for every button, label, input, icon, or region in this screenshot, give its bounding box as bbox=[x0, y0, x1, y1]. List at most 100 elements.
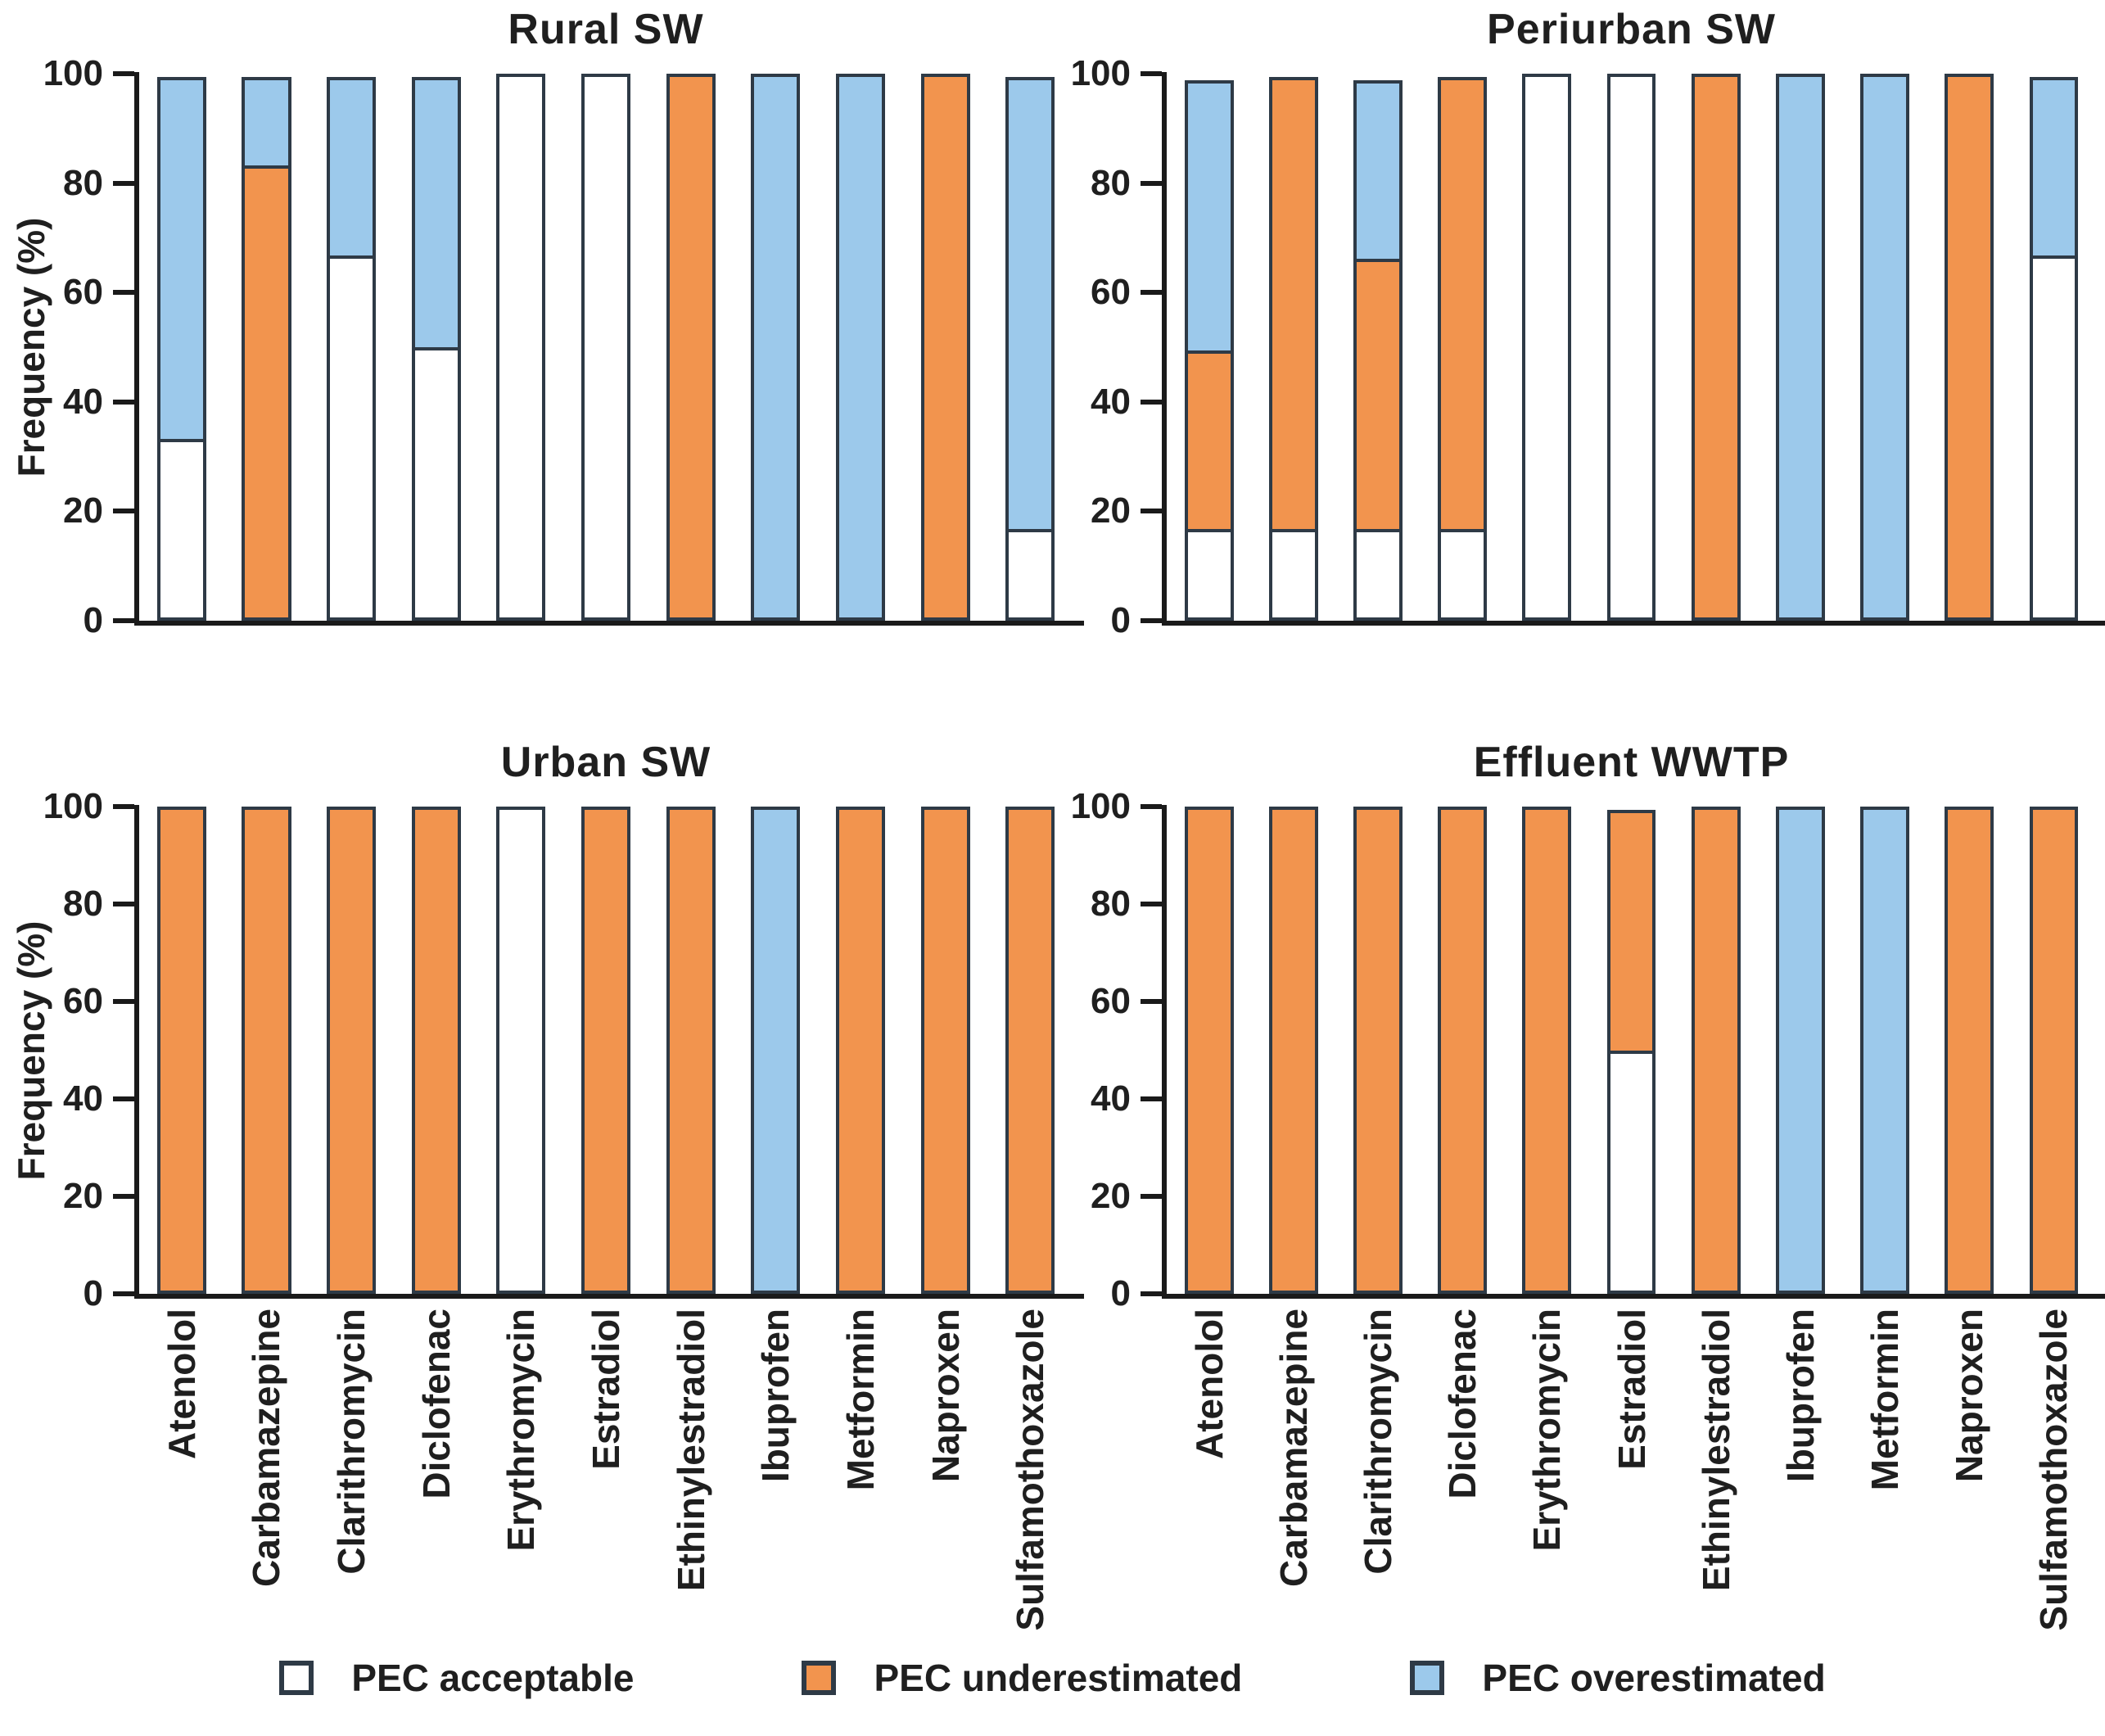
bar-ibuprofen bbox=[1775, 807, 1825, 1294]
x-axis-labels: Atenolol Carbamazepine Clarithromycin Diclo… bbox=[1167, 1309, 2096, 1669]
y-tick-mark bbox=[113, 290, 134, 296]
y-tick-mark bbox=[1141, 180, 1162, 186]
y-axis-line bbox=[134, 72, 139, 626]
bar-clarithromycin bbox=[327, 807, 377, 1294]
segment-underestimated bbox=[1438, 77, 1488, 533]
bar-slot bbox=[733, 74, 818, 621]
x-label-slot: Diclofenac bbox=[394, 1309, 479, 1669]
y-tick-mark bbox=[1141, 902, 1162, 906]
bar-sulfamothoxazole bbox=[1005, 807, 1055, 1294]
y-tick-mark bbox=[113, 71, 134, 76]
bar-slot bbox=[1674, 807, 1758, 1294]
x-axis-label-atenolol: Atenolol bbox=[160, 1309, 203, 1459]
bar-slot bbox=[1251, 807, 1335, 1294]
segment-underestimated bbox=[1005, 807, 1055, 1294]
segment-underestimated bbox=[666, 74, 716, 621]
y-tick-label: 20 bbox=[1091, 1176, 1131, 1216]
x-axis-label-clarithromycin: Clarithromycin bbox=[330, 1309, 373, 1575]
bar-slot bbox=[479, 74, 564, 621]
y-tick-mark bbox=[113, 1291, 134, 1296]
x-axis-label-erythromycin: Erythromycin bbox=[499, 1309, 543, 1552]
x-axis-label-ethinylestradiol: Ethinylestradiol bbox=[669, 1309, 712, 1592]
bars-area bbox=[1167, 74, 2096, 621]
segment-overestimated bbox=[1353, 80, 1403, 263]
x-axis-label-naproxen: Naproxen bbox=[924, 1309, 967, 1483]
bar-carbamazepine bbox=[1268, 74, 1318, 621]
bar-slot bbox=[987, 807, 1073, 1294]
segment-overestimated bbox=[751, 807, 801, 1294]
legend-label: PEC overestimated bbox=[1482, 1657, 1826, 1699]
x-label-slot: Metformin bbox=[1843, 1309, 1927, 1669]
segment-underestimated bbox=[242, 807, 291, 1294]
y-tick-label: 100 bbox=[1070, 786, 1131, 826]
x-label-slot: Ethinylestradiol bbox=[1674, 1309, 1758, 1669]
y-tick-label: 60 bbox=[1091, 272, 1131, 313]
x-axis-labels: Atenolol Carbamazepine Clarithromycin Diclo… bbox=[139, 1309, 1073, 1669]
x-axis-label-atenolol: Atenolol bbox=[1187, 1309, 1231, 1459]
panel-urban-sw: Urban SW Frequency (%) 0 20 40 60 80 100 Aten… bbox=[10, 739, 1084, 1631]
segment-acceptable bbox=[1184, 529, 1234, 621]
bar-ibuprofen bbox=[1775, 74, 1825, 621]
y-tick-mark bbox=[113, 399, 134, 405]
bar-slot bbox=[1505, 74, 1589, 621]
bar-diclofenac bbox=[1438, 74, 1488, 621]
bar-slot bbox=[394, 807, 479, 1294]
bar-slot bbox=[1589, 74, 1674, 621]
x-axis-label-diclofenac: Diclofenac bbox=[1441, 1309, 1484, 1499]
y-tick-mark bbox=[113, 999, 134, 1004]
bar-slot bbox=[1505, 807, 1589, 1294]
bar-ibuprofen bbox=[751, 74, 801, 621]
x-axis-label-ibuprofen: Ibuprofen bbox=[754, 1309, 797, 1483]
x-label-slot: Atenolol bbox=[1167, 1309, 1251, 1669]
segment-overestimated bbox=[1775, 807, 1825, 1294]
bar-slot bbox=[309, 807, 394, 1294]
segment-acceptable bbox=[1606, 1050, 1656, 1294]
segment-underestimated bbox=[1606, 810, 1656, 1054]
bar-estradiol bbox=[1606, 74, 1656, 621]
segment-acceptable bbox=[1268, 529, 1318, 621]
y-tick-mark bbox=[113, 509, 134, 514]
y-axis-ticks: 0 20 40 60 80 100 bbox=[43, 56, 1073, 639]
bar-metformin bbox=[1860, 74, 1910, 621]
y-axis-line bbox=[1162, 72, 1167, 626]
bar-slot bbox=[2012, 74, 2096, 621]
bar-slot bbox=[903, 74, 988, 621]
y-tick-label: 100 bbox=[1070, 53, 1131, 93]
bar-sulfamothoxazole bbox=[2029, 807, 2079, 1294]
segment-underestimated bbox=[1353, 807, 1403, 1294]
y-tick-mark bbox=[1141, 618, 1162, 623]
y-tick-mark bbox=[113, 180, 134, 186]
x-axis-label-carbamazepine: Carbamazepine bbox=[1272, 1309, 1315, 1588]
bar-sulfamothoxazole bbox=[1005, 74, 1055, 621]
segment-underestimated bbox=[1945, 74, 1994, 621]
segment-underestimated bbox=[1691, 807, 1741, 1294]
x-label-slot: Ibuprofen bbox=[1758, 1309, 1842, 1669]
bar-naproxen bbox=[1945, 807, 1994, 1294]
bar-slot bbox=[648, 74, 734, 621]
bar-slot bbox=[563, 74, 648, 621]
bar-erythromycin bbox=[496, 807, 546, 1294]
y-tick-mark bbox=[1141, 71, 1162, 76]
x-label-slot: Clarithromycin bbox=[1335, 1309, 1420, 1669]
legend-item-underestimated: PEC underestimated bbox=[802, 1656, 1242, 1700]
x-axis-label-ibuprofen: Ibuprofen bbox=[1778, 1309, 1822, 1483]
bar-estradiol bbox=[580, 807, 631, 1294]
y-tick-mark bbox=[113, 618, 134, 623]
segment-acceptable bbox=[496, 807, 546, 1294]
y-tick-mark bbox=[1141, 399, 1162, 405]
bar-slot bbox=[2012, 807, 2096, 1294]
segment-underestimated bbox=[242, 165, 291, 621]
segment-underestimated bbox=[1353, 259, 1403, 533]
legend-label: PEC underestimated bbox=[874, 1657, 1243, 1699]
bar-slot bbox=[1421, 807, 1505, 1294]
bar-metformin bbox=[835, 807, 885, 1294]
bar-slot bbox=[139, 74, 224, 621]
x-axis-label-metformin: Metformin bbox=[838, 1309, 882, 1491]
bar-naproxen bbox=[920, 807, 970, 1294]
segment-overestimated bbox=[2029, 77, 2079, 260]
bar-slot bbox=[139, 807, 224, 1294]
y-tick-mark bbox=[113, 1096, 134, 1101]
x-axis-label-clarithromycin: Clarithromycin bbox=[1356, 1309, 1399, 1575]
bar-estradiol bbox=[1606, 807, 1656, 1294]
segment-acceptable bbox=[156, 438, 206, 621]
